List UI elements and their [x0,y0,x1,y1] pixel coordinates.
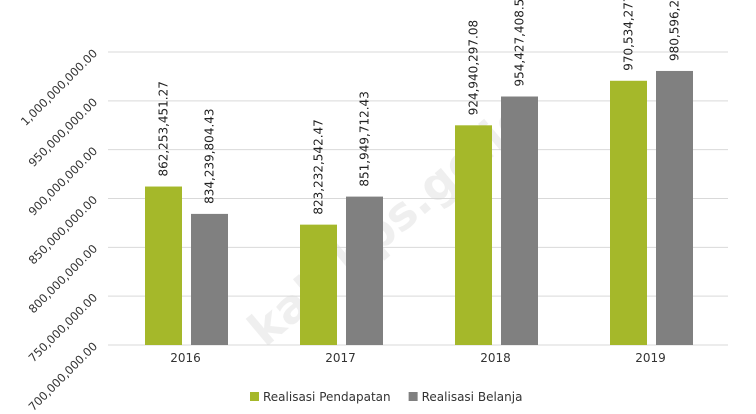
data-label: 954,427,408.51 [513,0,527,87]
data-label: 834,239,804.43 [203,108,217,203]
watermark: kab bps.go.id [238,89,542,357]
legend-label: Realisasi Belanja [422,390,523,404]
bar [346,196,383,345]
data-label: 980,596,276.76 [668,0,682,61]
bar [656,70,693,346]
data-label: 970,534,277.25 [622,0,636,71]
data-label: 862,253,451.27 [157,81,171,176]
bar [610,80,647,345]
legend-swatch [250,392,259,401]
x-tick-label: 2016 [170,351,201,365]
data-label: 924,940,297.08 [467,20,481,115]
x-tick-label: 2018 [480,351,511,365]
legend-swatch [408,392,418,401]
bar [455,125,492,345]
data-label: 823,232,542.47 [312,119,326,214]
bar [501,96,538,345]
x-tick-label: 2017 [325,351,356,365]
data-label: 851,949,712.43 [358,91,372,186]
bar [191,213,228,345]
bar [300,224,337,345]
legend-label: Realisasi Pendapatan [263,390,391,404]
x-tick-label: 2019 [635,351,666,365]
bar [145,186,182,345]
